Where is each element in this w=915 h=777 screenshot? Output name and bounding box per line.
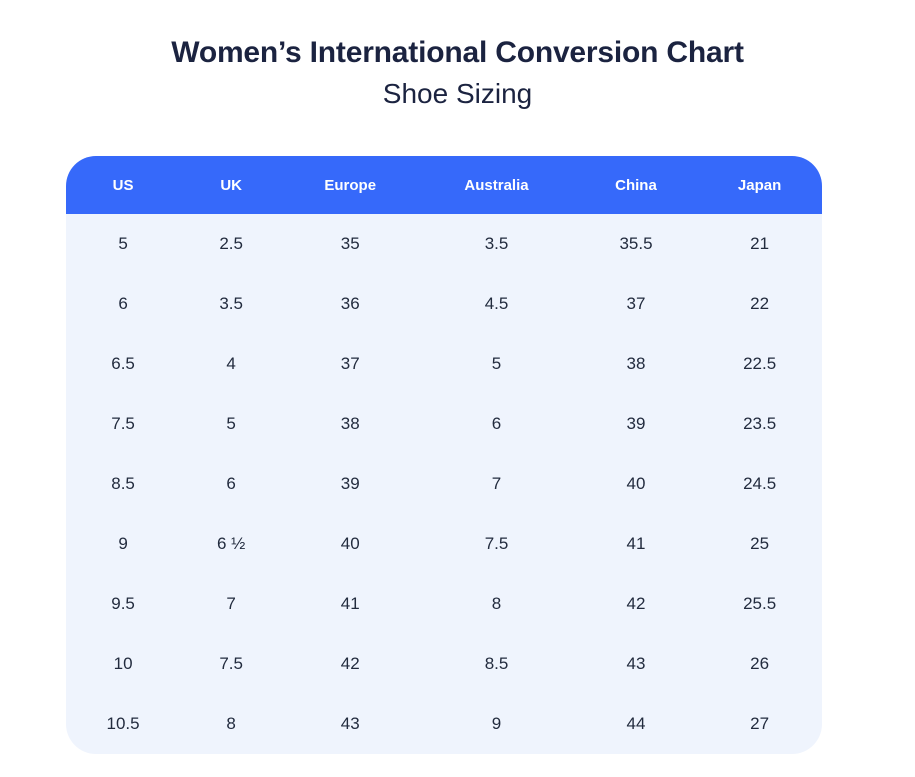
table-row: 8.5 6 39 7 40 24.5: [66, 454, 822, 514]
table-cell: 23.5: [743, 414, 777, 433]
table-cell: 5: [226, 414, 236, 433]
table-cell: 41: [626, 534, 646, 553]
table-cell: 6.5: [111, 354, 135, 373]
table-cell: 37: [340, 354, 360, 373]
table-cell: 24.5: [743, 474, 777, 493]
table-cell: 6 ½: [216, 534, 246, 553]
table-cell: 3.5: [219, 294, 243, 313]
table-cell: 2.5: [219, 234, 243, 253]
table-cell: 22.5: [743, 354, 777, 373]
table-cell: 7.5: [111, 414, 135, 433]
table-row: 9.5 7 41 8 42 25.5: [66, 574, 822, 634]
table-cell: 42: [340, 654, 360, 673]
table-cell: 10: [113, 654, 133, 673]
table-cell: 4.5: [484, 294, 509, 313]
table-cell: 36: [340, 294, 360, 313]
page-header: Women’s International Conversion Chart S…: [0, 0, 915, 112]
table-row: 10.5 8 43 9 44 27: [66, 694, 822, 754]
table-cell: 9.5: [111, 594, 135, 613]
table-cell: 7: [226, 594, 236, 613]
table-row: 7.5 5 38 6 39 23.5: [66, 394, 822, 454]
table-cell: 9: [118, 534, 128, 553]
table-cell: 43: [626, 654, 646, 673]
table-cell: 6: [491, 414, 502, 433]
table-cell: 22: [750, 294, 770, 313]
table-cell: 42: [626, 594, 646, 613]
table-cell: 38: [626, 354, 646, 373]
table-cell: 37: [626, 294, 646, 313]
table-row: 10 7.5 42 8.5 43 26: [66, 634, 822, 694]
table-row: 5 2.5 35 3.5 35.5 21: [66, 214, 822, 274]
table-cell: 38: [340, 414, 360, 433]
table-row: 9 6 ½ 40 7.5 41 25: [66, 514, 822, 574]
table-cell: 21: [750, 234, 770, 253]
table-header-row: US UK Europe Australia China Japan: [66, 156, 822, 214]
table-row: 6.5 4 37 5 38 22.5: [66, 334, 822, 394]
table-cell: 25.5: [743, 594, 777, 613]
table-cell: 43: [340, 714, 360, 733]
table-cell: 39: [340, 474, 360, 493]
table-row: 6 3.5 36 4.5 37 22: [66, 274, 822, 334]
column-header-china: China: [615, 176, 657, 194]
column-header-europe: Europe: [324, 176, 377, 194]
page-subtitle: Shoe Sizing: [382, 78, 533, 109]
table-cell: 8: [226, 714, 236, 733]
table-cell: 7.5: [219, 654, 243, 673]
table-cell: 44: [626, 714, 646, 733]
table-cell: 9: [491, 714, 502, 733]
table-cell: 25: [750, 534, 770, 553]
table-cell: 5: [118, 234, 128, 253]
column-header-uk: UK: [220, 176, 242, 194]
table-cell: 5: [491, 354, 502, 373]
table-cell: 40: [340, 534, 360, 553]
column-header-us: US: [112, 176, 134, 194]
table-cell: 39: [626, 414, 646, 433]
table-cell: 40: [626, 474, 646, 493]
table-cell: 3.5: [484, 234, 509, 253]
table-cell: 35: [340, 234, 360, 253]
table-cell: 8: [491, 594, 502, 613]
table-cell: 27: [750, 714, 770, 733]
table-cell: 35.5: [619, 234, 653, 253]
table-cell: 6: [226, 474, 236, 493]
table-cell: 6: [118, 294, 128, 313]
table-cell: 7: [491, 474, 502, 493]
page-title: Women’s International Conversion Chart: [171, 36, 744, 69]
table-cell: 10.5: [106, 714, 140, 733]
column-header-australia: Australia: [464, 176, 529, 194]
table-cell: 26: [750, 654, 770, 673]
table-cell: 4: [226, 354, 236, 373]
conversion-table: US UK Europe Australia China Japan 5 2.5…: [66, 156, 822, 754]
table-cell: 8.5: [484, 654, 509, 673]
table-cell: 41: [340, 594, 360, 613]
table-cell: 7.5: [484, 534, 509, 553]
column-header-japan: Japan: [737, 176, 782, 194]
table-cell: 8.5: [111, 474, 135, 493]
